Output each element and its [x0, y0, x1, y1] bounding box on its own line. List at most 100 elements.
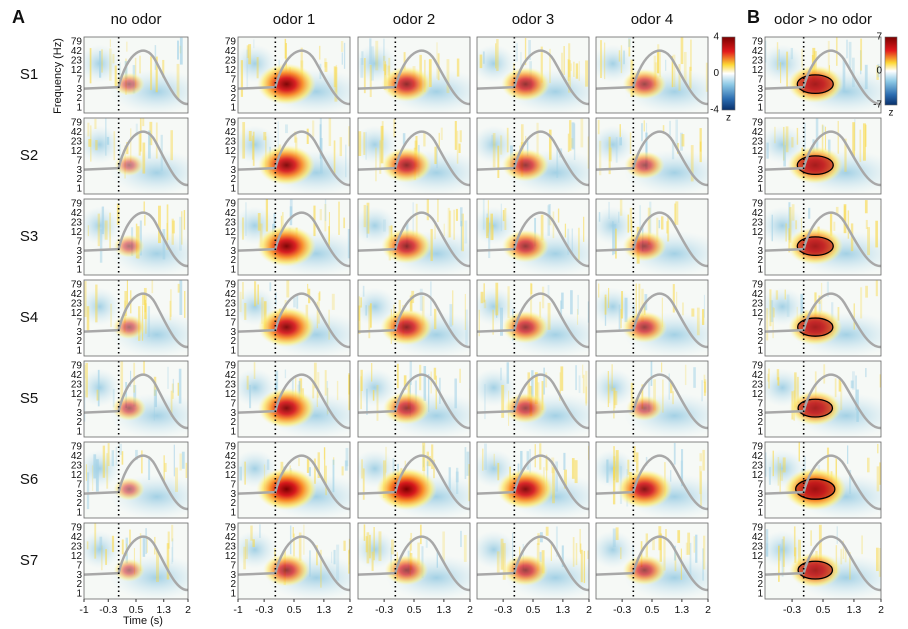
heatmap-streak — [620, 547, 622, 559]
heatmap-streak — [849, 42, 852, 68]
heatmap-streak — [767, 374, 769, 382]
heatmap — [352, 199, 486, 277]
heatmap-streak — [334, 140, 336, 175]
heatmap-streak — [833, 222, 835, 231]
heatmap-streak — [449, 304, 452, 327]
heatmap-streak — [786, 126, 789, 152]
heatmap-streak — [173, 379, 174, 393]
heatmap-streak — [156, 551, 159, 582]
heatmap — [759, 442, 898, 520]
heatmap-streak — [257, 284, 259, 304]
heatmap-streak — [614, 388, 616, 409]
colorbar-unit: z — [889, 108, 894, 119]
heatmap-streak — [361, 459, 363, 478]
heatmap-streak — [369, 535, 371, 558]
y-tick-label: 1 — [76, 265, 82, 276]
colorbar — [885, 37, 897, 105]
x-tick-label: 0.5 — [526, 604, 541, 616]
heatmap-streak — [341, 41, 343, 52]
heatmap-blob — [497, 469, 554, 509]
heatmap-streak — [444, 224, 445, 236]
heatmap-blob — [624, 151, 664, 179]
heatmap — [590, 523, 724, 601]
heatmap-streak — [877, 466, 880, 491]
heatmap-streak — [847, 445, 848, 463]
heatmap-blob — [626, 395, 663, 421]
x-tick-label: 2 — [705, 604, 711, 616]
heatmap-streak — [95, 140, 97, 150]
heatmap-streak — [573, 537, 575, 567]
heatmap-streak — [616, 137, 618, 163]
heatmap-streak — [375, 148, 377, 182]
heatmap-streak — [436, 42, 437, 78]
heatmap-streak — [267, 459, 269, 469]
heatmap-streak — [852, 122, 855, 157]
x-tick-label: -0.3 — [613, 604, 631, 616]
figure: A B Frequency (Hz) Time (s) no odorodor … — [0, 0, 908, 629]
heatmap-streak — [348, 126, 349, 146]
heatmap-streak — [682, 302, 684, 315]
heatmap-streak — [875, 221, 878, 248]
heatmap-streak — [531, 284, 533, 294]
heatmap-streak — [370, 65, 372, 97]
heatmap — [352, 118, 486, 196]
heatmap-streak — [457, 131, 459, 164]
heatmap-streak — [661, 362, 662, 372]
x-tick-label: 0.5 — [816, 604, 831, 616]
heatmap — [352, 280, 486, 358]
heatmap-streak — [583, 217, 584, 242]
heatmap-streak — [86, 464, 87, 480]
y-tick-label: 1 — [757, 589, 763, 600]
heatmap-streak — [699, 466, 702, 494]
heatmap-streak — [447, 59, 450, 93]
heatmap-streak — [794, 526, 796, 556]
heatmap-streak — [773, 451, 774, 477]
heatmap — [79, 442, 204, 520]
heatmap-streak — [250, 526, 252, 541]
heatmap-blob — [504, 393, 548, 423]
y-tick-label: 1 — [757, 103, 763, 114]
heatmap-streak — [144, 215, 145, 226]
heatmap-streak — [383, 219, 386, 231]
heatmap-streak — [93, 454, 96, 478]
heatmap-blob — [381, 66, 431, 101]
heatmap-streak — [574, 123, 575, 160]
heatmap-streak — [178, 383, 179, 396]
heatmap-streak — [599, 212, 600, 222]
heatmap-streak — [619, 137, 622, 145]
heatmap — [759, 361, 898, 439]
heatmap-streak — [139, 56, 140, 74]
heatmap-streak — [148, 306, 150, 337]
heatmap-streak — [293, 297, 296, 307]
heatmap-streak — [431, 444, 433, 469]
heatmap-streak — [103, 446, 105, 478]
heatmap — [232, 280, 366, 358]
heatmap-streak — [620, 124, 621, 137]
heatmap-streak — [459, 369, 461, 383]
heatmap-streak — [608, 384, 610, 403]
heatmap-streak — [99, 537, 102, 550]
heatmap-streak — [619, 305, 621, 330]
heatmap-streak — [366, 389, 368, 415]
heatmap-streak — [381, 126, 384, 163]
heatmap-blob — [502, 149, 549, 182]
heatmap-streak — [172, 221, 175, 234]
heatmap-streak — [621, 291, 623, 318]
heatmap-streak — [152, 280, 154, 293]
heatmap-streak — [178, 284, 180, 293]
heatmap-streak — [105, 221, 108, 240]
heatmap — [232, 361, 366, 439]
colorbar-tick-label: -7 — [873, 100, 882, 111]
heatmap — [79, 361, 204, 439]
colorbar-tick-label: -4 — [710, 105, 719, 116]
heatmap-streak — [179, 453, 181, 470]
heatmap-streak — [116, 447, 117, 466]
heatmap-streak — [343, 218, 345, 229]
heatmap-streak — [286, 280, 289, 297]
heatmap-streak — [431, 372, 432, 394]
colorbar-tick-label: 0 — [876, 66, 882, 77]
heatmap-streak — [823, 364, 825, 383]
heatmap-streak — [586, 387, 587, 406]
heatmap-streak — [686, 543, 688, 555]
heatmap-streak — [576, 543, 578, 565]
